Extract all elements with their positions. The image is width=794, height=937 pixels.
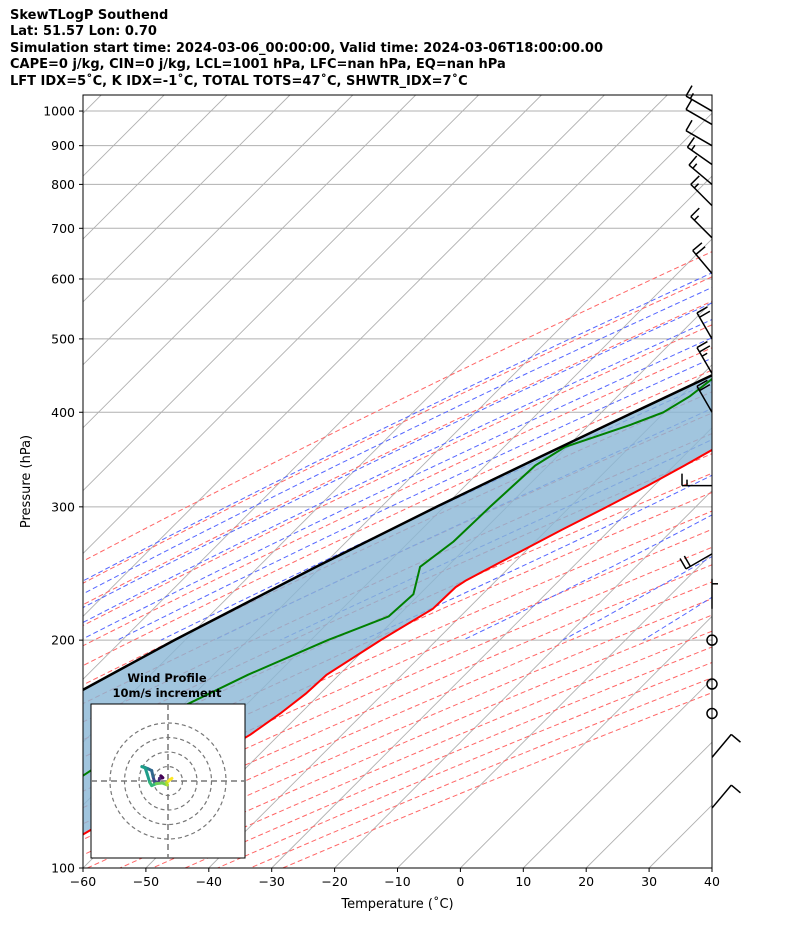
wind-barb [692,242,713,275]
y-tick-label: 500 [51,331,75,346]
y-tick-label: 700 [51,221,75,236]
wind-barb [688,155,713,185]
dry-adiabat [83,528,712,809]
x-tick-label: −20 [321,874,347,889]
moist-adiabat [83,337,712,640]
isotherm-line [397,552,712,868]
isotherm-line [334,489,712,868]
title-line-station: SkewTLogP Southend [10,8,169,23]
isotherm-line [711,867,712,868]
x-tick-label: 0 [456,874,464,889]
x-tick-label: 40 [704,874,720,889]
moist-adiabat [562,555,712,641]
isotherm-line [83,95,417,429]
moist-adiabat [642,596,712,641]
wind-barb [681,473,712,487]
moist-adiabat [83,302,712,609]
wind-barb [711,578,718,609]
y-tick-label: 200 [51,633,75,648]
moist-adiabat [83,286,712,595]
y-tick-label: 900 [51,138,75,153]
y-tick-label: 600 [51,271,75,286]
wind-barb [685,85,713,112]
wind-barb [690,175,713,207]
wind-barb [686,136,713,166]
hodograph-segment [168,776,174,782]
dry-adiabat [83,491,712,776]
dry-adiabat [83,276,712,584]
moist-adiabat [83,318,712,624]
moist-adiabat [117,357,712,641]
isotherm-line [83,95,605,618]
isotherm-line [648,804,712,868]
isotherm-line [271,427,712,868]
isotherm-line [83,95,479,492]
wind-barb [685,119,713,147]
profile-temperature [83,448,712,836]
y-axis-label: Pressure (hPa) [19,435,34,528]
wind-barb [711,733,741,758]
x-tick-label: 10 [515,874,531,889]
wind-barb [711,784,741,809]
y-tick-label: 100 [51,861,75,876]
wind-barb [706,678,718,690]
isotherm-line [83,95,354,366]
isotherm-line [522,678,712,868]
x-tick-label: −10 [384,874,410,889]
y-tick-label: 300 [51,499,75,514]
y-tick-label: 400 [51,405,75,420]
title-line-times: Simulation start time: 2024-03-06_00:00:… [10,40,603,56]
wind-barb [696,379,713,413]
dry-adiabat [152,630,712,868]
wind-barb [706,707,718,720]
wind-barb [679,553,713,570]
title-line-cape: CAPE=0 j/kg, CIN=0 j/kg, LCL=1001 hPa, L… [10,57,506,73]
x-tick-label: −30 [259,874,285,889]
title-line-location: Lat: 51.57 Lon: 0.70 [10,24,157,40]
x-tick-label: −60 [70,874,96,889]
wind-barb [706,634,718,646]
wind-barb [690,207,713,239]
x-tick-label: −50 [133,874,159,889]
wind-barb [696,306,713,340]
x-tick-label: −40 [196,874,222,889]
moist-adiabat [462,514,712,641]
x-tick-label: 30 [641,874,657,889]
isotherm-line [83,95,228,240]
hodograph-title: Wind Profile [127,671,207,685]
x-tick-label: 20 [578,874,594,889]
y-tick-label: 800 [51,177,75,192]
chart-title: SkewTLogP Southend Lat: 51.57 Lon: 0.70 … [10,8,603,90]
profile-dewpoint [83,377,712,777]
isotherm-line [460,615,712,868]
isotherm-line [83,95,542,555]
axes: −60 −50 −40 −30 −20 −10 0 10 20 30 40 1000 900 800 700… [19,104,720,912]
wind-barbs [679,85,741,849]
dry-adiabat [83,300,712,606]
wind-barb [685,98,713,126]
title-line-indices: LFT IDX=5˚C, K IDX=-1˚C, TOTAL TOTS=47˚C… [10,73,468,89]
y-tick-label: 1000 [43,104,75,119]
hodograph-subtitle: 10m/s increment [113,686,222,700]
wind-barb [696,340,713,374]
isotherm-line [83,95,668,680]
dry-adiabat [83,347,712,647]
isotherm-line [83,95,291,303]
x-axis-label: Temperature (˚C) [340,896,453,912]
